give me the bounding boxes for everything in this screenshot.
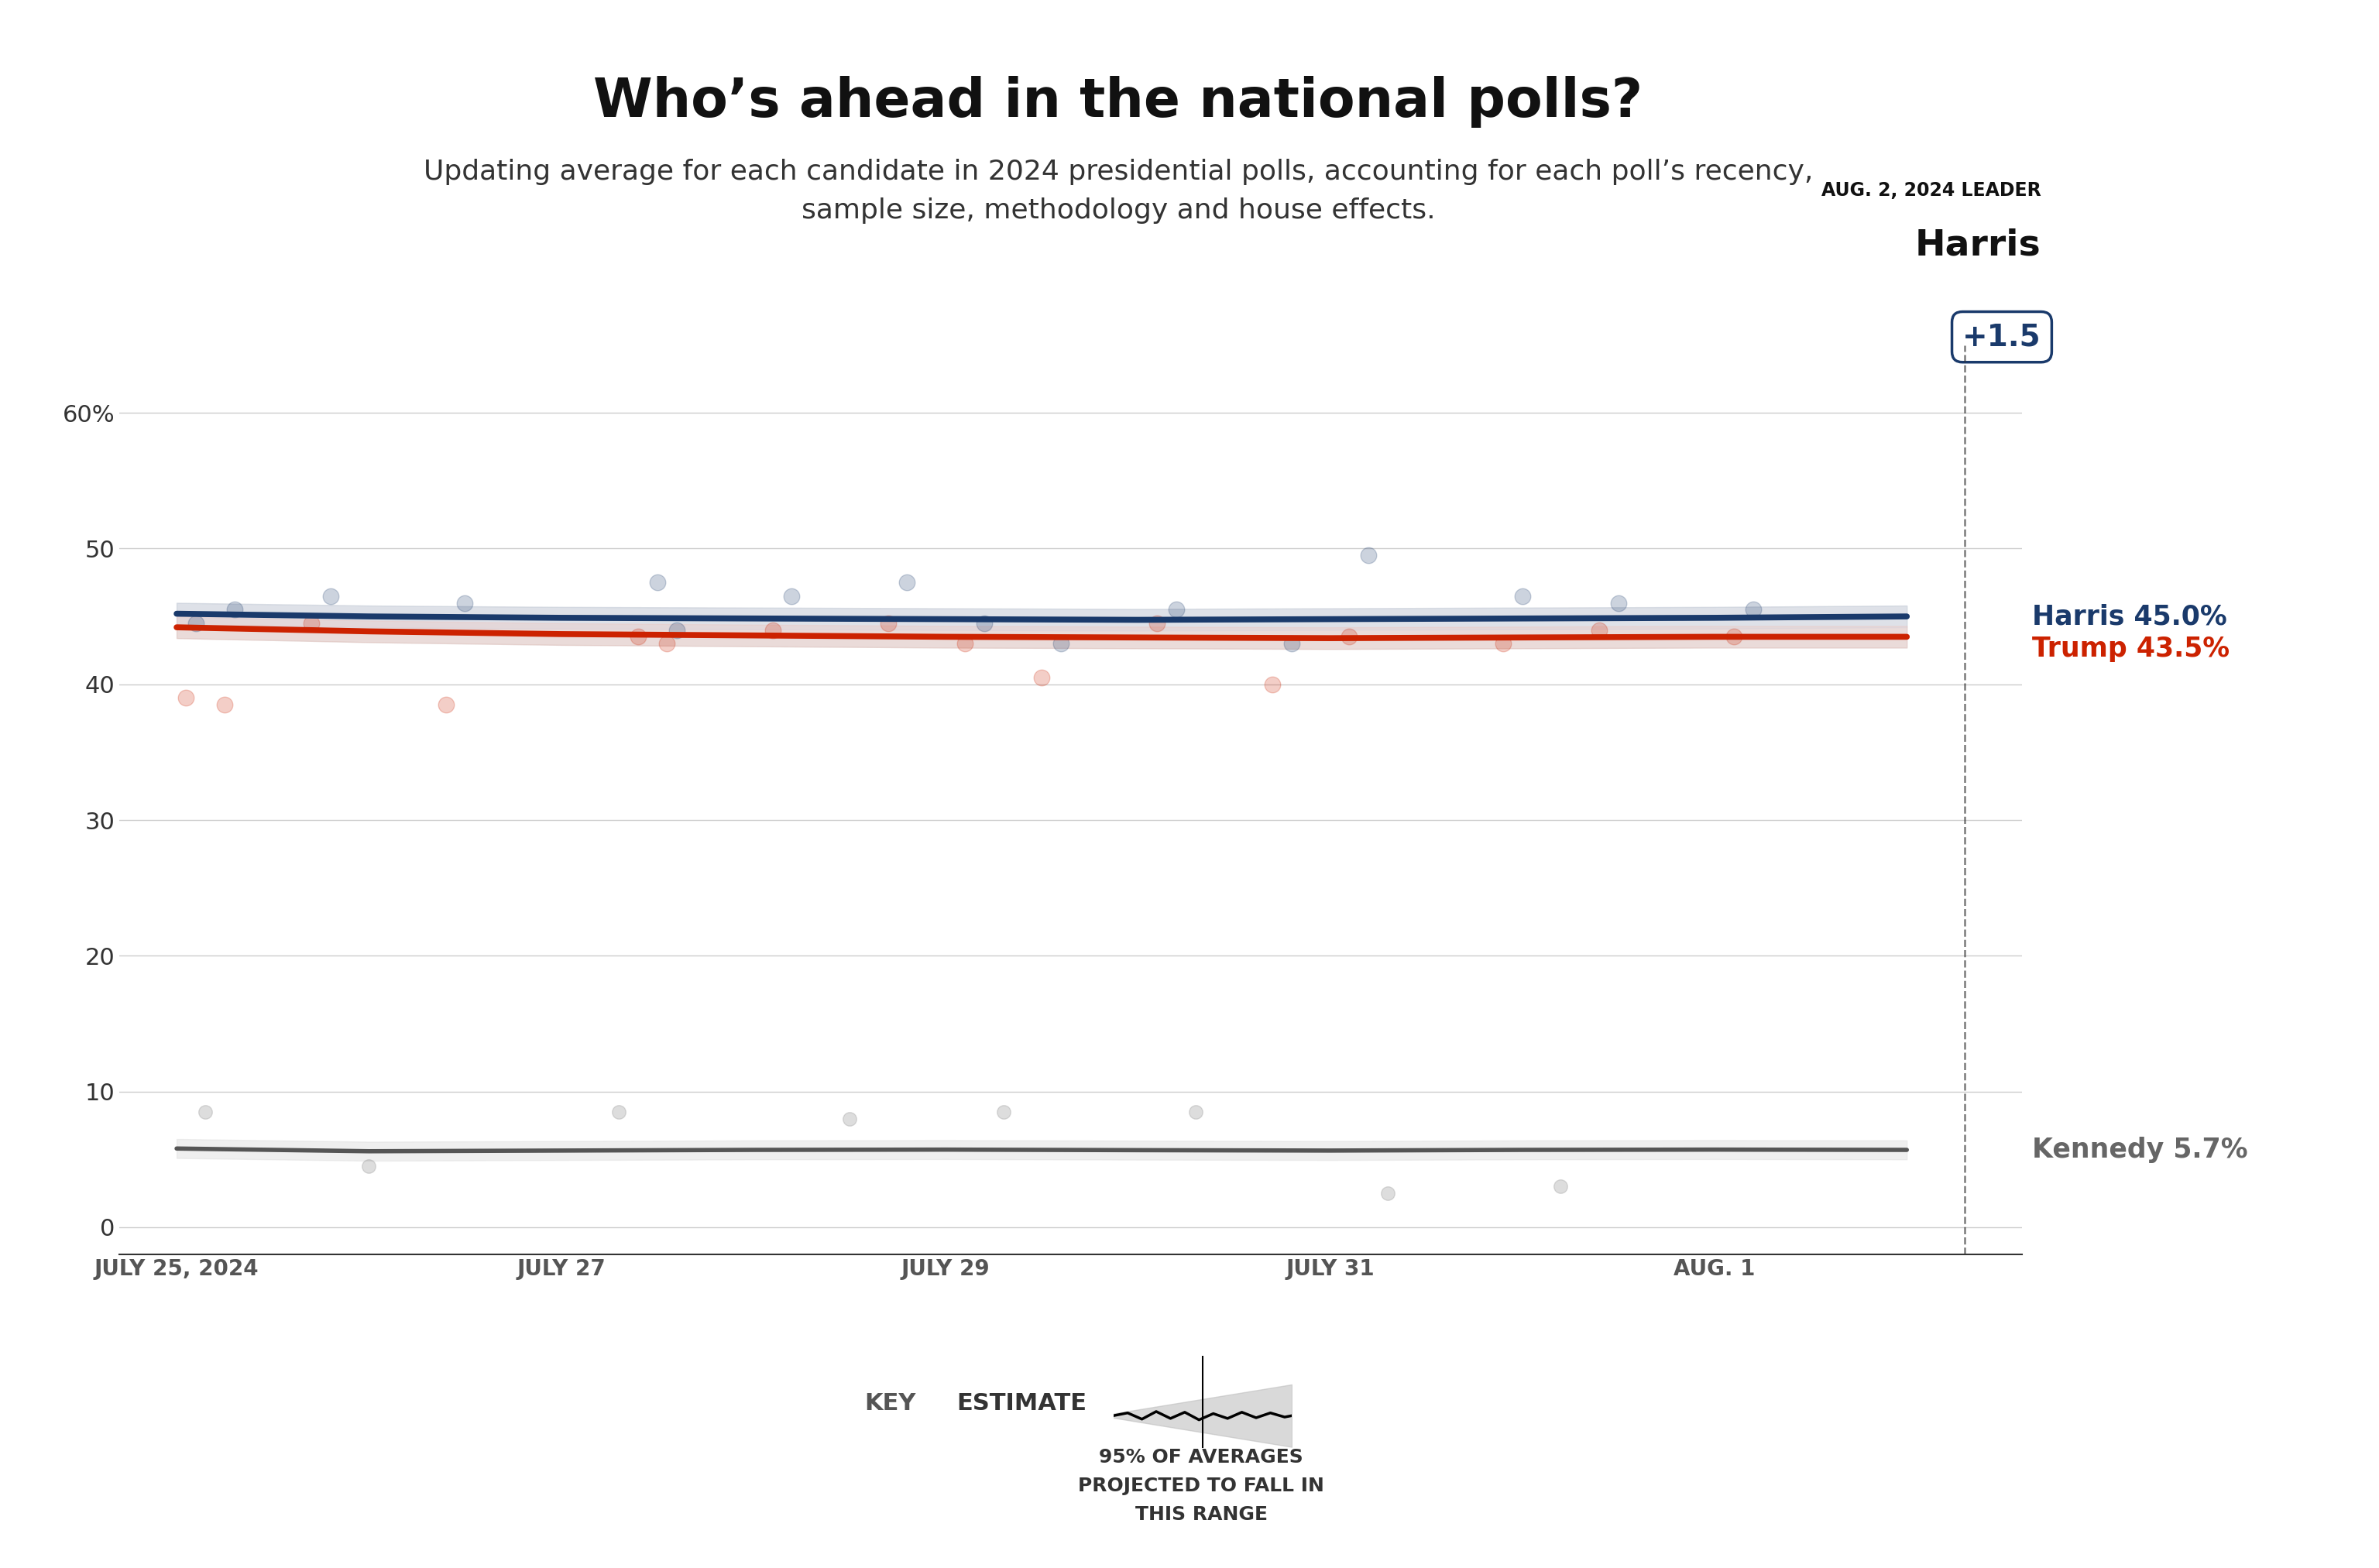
Point — [830, 1105, 868, 1131]
Point — [1734, 597, 1772, 622]
Point — [1368, 1181, 1406, 1206]
Point — [1042, 630, 1080, 655]
Point — [312, 583, 350, 608]
Point — [445, 590, 483, 615]
Text: ESTIMATE: ESTIMATE — [956, 1392, 1087, 1414]
Point — [985, 1099, 1023, 1124]
Point — [773, 583, 811, 608]
Point — [657, 618, 695, 643]
Point — [293, 610, 331, 635]
Text: Trump 43.5%: Trump 43.5% — [2032, 637, 2229, 662]
Point — [966, 610, 1004, 635]
Point — [619, 624, 657, 649]
Point — [754, 618, 792, 643]
Point — [947, 630, 985, 655]
Point — [1254, 671, 1292, 696]
Text: Harris: Harris — [1915, 229, 2041, 263]
Point — [205, 691, 243, 717]
Text: Updating average for each candidate in 2024 presidential polls, accounting for e: Updating average for each candidate in 2… — [423, 158, 1813, 224]
Point — [600, 1099, 638, 1124]
Point — [1137, 610, 1175, 635]
Point — [1580, 618, 1618, 643]
Text: 95% OF AVERAGES
PROJECTED TO FALL IN
THIS RANGE: 95% OF AVERAGES PROJECTED TO FALL IN THI… — [1078, 1447, 1325, 1524]
Point — [1178, 1099, 1216, 1124]
Point — [638, 569, 676, 594]
Point — [1330, 624, 1368, 649]
Text: Who’s ahead in the national polls?: Who’s ahead in the national polls? — [592, 75, 1644, 129]
Point — [186, 1099, 224, 1124]
Text: Kennedy 5.7%: Kennedy 5.7% — [2032, 1137, 2248, 1163]
Point — [1484, 630, 1523, 655]
Point — [647, 630, 685, 655]
Point — [1023, 665, 1061, 690]
Point — [1599, 590, 1637, 615]
Point — [887, 569, 925, 594]
Point — [868, 610, 906, 635]
Text: AUG. 2, 2024 LEADER: AUG. 2, 2024 LEADER — [1822, 180, 2041, 199]
Point — [1542, 1174, 1580, 1200]
Point — [1715, 624, 1753, 649]
Point — [426, 691, 464, 717]
Point — [1156, 597, 1194, 622]
Point — [176, 610, 214, 635]
Point — [167, 685, 205, 710]
Text: KEY: KEY — [864, 1392, 916, 1414]
Point — [1349, 543, 1387, 568]
Text: Harris 45.0%: Harris 45.0% — [2032, 604, 2227, 630]
Point — [1504, 583, 1542, 608]
Point — [350, 1154, 388, 1179]
Point — [1273, 630, 1311, 655]
Point — [214, 597, 252, 622]
Text: +1.5: +1.5 — [1963, 323, 2041, 351]
